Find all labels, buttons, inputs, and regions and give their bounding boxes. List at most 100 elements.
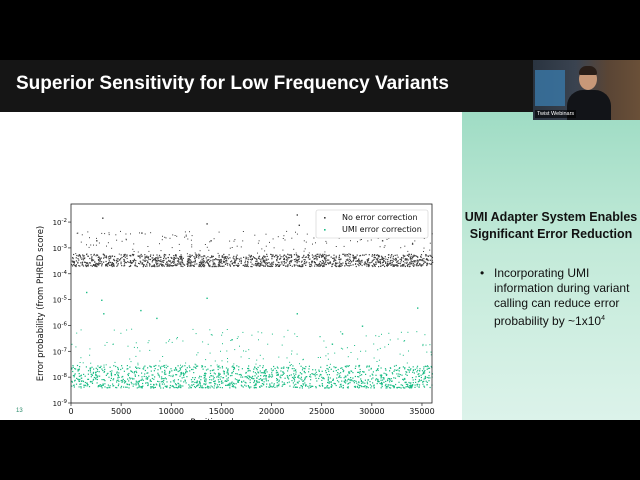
data-point — [190, 260, 192, 262]
data-point — [271, 376, 273, 378]
data-point — [305, 256, 307, 258]
data-point — [393, 370, 395, 372]
data-point — [225, 260, 227, 262]
data-point — [157, 257, 159, 259]
data-point — [164, 373, 166, 375]
data-point — [184, 379, 186, 381]
data-point — [236, 373, 238, 375]
data-point — [130, 361, 132, 363]
data-point — [222, 382, 224, 384]
data-point — [191, 384, 193, 386]
data-point — [347, 378, 349, 381]
data-point — [163, 255, 165, 257]
data-point — [257, 375, 259, 377]
data-point — [153, 265, 155, 267]
data-point — [240, 261, 242, 263]
data-point — [181, 377, 183, 379]
data-point — [268, 386, 270, 388]
data-point — [129, 377, 131, 379]
data-point — [283, 366, 285, 368]
data-point — [253, 257, 255, 259]
data-point — [322, 260, 325, 262]
data-point — [287, 265, 289, 267]
data-point — [344, 255, 346, 257]
data-point — [259, 258, 261, 260]
data-point — [161, 371, 163, 373]
data-point — [89, 367, 91, 369]
data-point — [287, 329, 289, 331]
data-point — [418, 386, 420, 388]
data-point — [400, 331, 402, 333]
data-point — [78, 380, 80, 382]
data-point — [212, 260, 214, 262]
data-point — [199, 381, 201, 384]
data-point — [412, 264, 414, 266]
data-point — [428, 367, 431, 369]
data-point — [117, 379, 119, 381]
data-point — [94, 265, 96, 267]
data-point — [254, 387, 256, 389]
data-point — [414, 378, 417, 381]
data-point — [311, 265, 313, 267]
data-point — [398, 381, 400, 383]
data-point — [195, 333, 197, 335]
data-point — [85, 265, 87, 267]
data-point — [287, 376, 289, 378]
data-point — [245, 376, 247, 378]
data-point — [161, 264, 163, 266]
data-point — [353, 382, 355, 384]
data-point — [257, 252, 258, 254]
data-point — [332, 379, 334, 381]
data-point — [378, 380, 380, 383]
data-point — [126, 383, 128, 385]
data-point — [341, 367, 343, 369]
data-point — [144, 260, 146, 262]
data-point — [301, 379, 303, 381]
data-point — [123, 263, 126, 265]
data-point — [104, 344, 106, 346]
data-point — [427, 255, 429, 257]
data-point — [80, 374, 82, 376]
data-point — [216, 386, 218, 388]
data-point — [422, 383, 424, 385]
data-point — [125, 233, 127, 235]
data-point — [165, 373, 167, 375]
data-point — [158, 374, 160, 376]
data-point — [176, 264, 178, 266]
data-point — [379, 347, 381, 349]
data-point — [73, 376, 75, 378]
data-point — [155, 257, 157, 259]
data-point — [141, 255, 143, 257]
data-point — [272, 261, 275, 263]
data-point — [111, 262, 113, 264]
data-point — [245, 350, 247, 352]
data-point — [149, 265, 151, 267]
data-point — [293, 264, 295, 266]
data-point — [244, 260, 247, 262]
data-point — [201, 365, 204, 367]
data-point — [261, 332, 263, 334]
data-point — [115, 234, 117, 236]
data-point — [237, 380, 239, 382]
data-point — [416, 263, 418, 265]
data-point — [295, 383, 297, 385]
data-point — [165, 385, 167, 387]
data-point — [276, 378, 279, 381]
outlier-point — [296, 313, 298, 315]
data-point — [239, 345, 240, 347]
data-point — [328, 259, 330, 261]
data-point — [285, 262, 287, 264]
data-point — [211, 255, 213, 257]
data-point — [117, 377, 119, 379]
side-heading: UMI Adapter System Enables Significant E… — [464, 210, 638, 241]
data-point — [92, 371, 95, 373]
data-point — [297, 382, 299, 384]
data-point — [291, 265, 293, 267]
data-point — [150, 254, 152, 256]
data-point — [264, 261, 266, 263]
data-point — [250, 376, 252, 378]
data-point — [165, 364, 167, 366]
data-point — [158, 254, 161, 256]
data-point — [168, 340, 170, 342]
data-point — [130, 370, 132, 372]
